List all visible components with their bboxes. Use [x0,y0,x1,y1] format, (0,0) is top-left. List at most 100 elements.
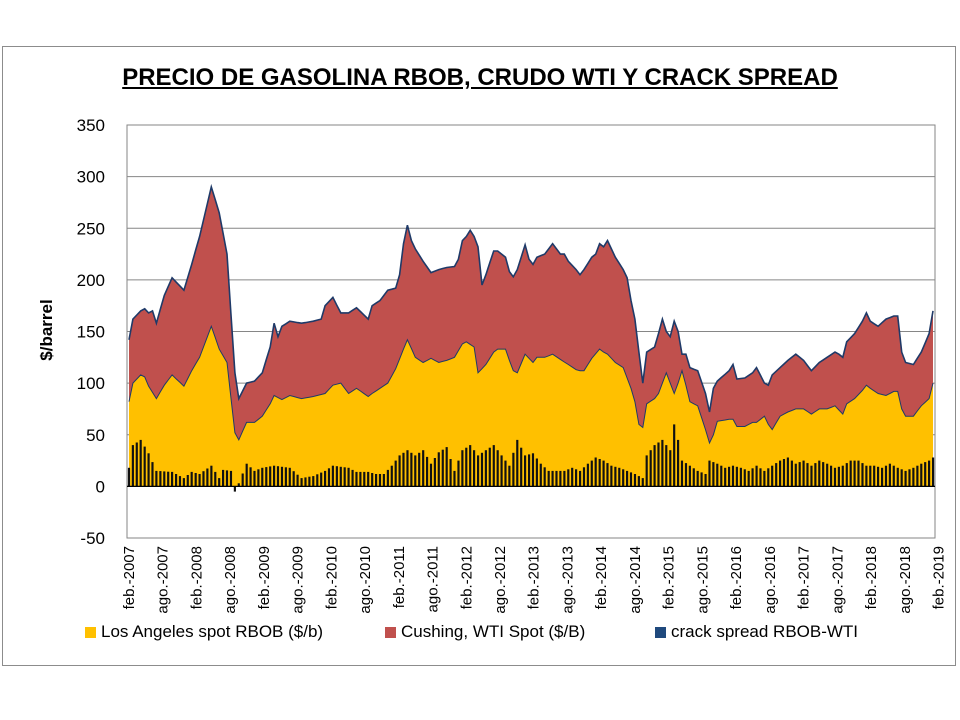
bar-crack-spread [775,463,778,487]
bar-crack-spread [873,465,876,487]
bar-crack-spread [649,450,652,487]
legend-item-crack: crack spread RBOB-WTI [655,622,858,642]
bar-crack-spread [539,463,542,487]
legend-swatch-rbob [85,626,96,638]
bar-crack-spread [633,474,637,487]
bar-crack-spread [445,447,448,487]
x-tick-label: feb.-2015 [661,546,678,609]
bar-crack-spread [273,465,276,487]
bar-crack-spread [845,463,848,487]
bar-crack-spread [594,457,597,487]
bar-crack-spread [535,458,538,487]
bar-crack-spread [747,470,750,487]
bar-crack-spread [222,469,225,487]
bar-crack-spread [359,471,362,487]
bar-crack-spread [724,467,727,487]
bar-crack-spread [159,471,162,487]
bar-crack-spread [249,467,252,487]
bar-crack-spread [245,463,248,487]
bar-crack-spread [418,452,421,487]
legend-label-rbob: Los Angeles spot RBOB ($/b) [101,622,324,641]
bar-crack-spread [453,470,456,487]
bar-crack-spread [147,453,150,487]
bar-crack-spread [779,460,782,487]
x-tick-label: ago.-2009 [290,546,307,614]
bar-crack-spread [214,471,217,487]
bar-crack-spread [422,450,425,487]
bar-crack-spread [586,463,589,487]
series-areas [128,183,934,487]
bar-crack-spread [767,468,770,487]
x-tick-label: feb.-2014 [593,546,610,609]
bar-crack-spread [900,469,903,487]
bar-crack-spread [814,463,817,487]
legend-label-wti: Cushing, WTI Spot ($/B) [401,622,586,641]
bar-crack-spread [641,478,644,487]
bar-crack-spread [171,471,174,487]
bar-crack-spread [406,450,409,487]
bar-crack-spread [798,462,801,487]
bar-crack-spread [731,465,735,487]
bar-crack-spread [830,465,833,487]
bar-crack-spread [449,459,452,487]
legend-item-rbob: Los Angeles spot RBOB ($/b) [85,622,323,642]
bar-crack-spread [276,466,280,487]
bar-crack-spread [320,472,323,487]
bar-crack-spread [488,447,491,487]
bar-crack-spread [367,471,370,487]
bar-crack-spread [908,469,911,487]
bar-crack-spread [794,463,797,487]
bar-crack-spread [477,455,480,487]
legend-label-crack: crack spread RBOB-WTI [671,622,859,641]
bar-crack-spread [555,470,558,487]
bar-crack-spread [716,463,719,487]
bar-crack-spread [288,467,291,487]
bar-crack-spread [206,468,209,487]
bar-crack-spread [139,439,142,487]
bar-crack-spread [826,463,829,487]
bar-crack-spread [253,470,256,487]
bar-crack-spread [371,473,374,487]
bar-crack-spread [833,467,837,487]
bar-crack-spread [818,460,821,487]
bar-crack-spread [661,439,664,487]
bar-crack-spread [853,460,856,487]
x-tick-label: feb.-2011 [391,546,408,608]
bar-crack-spread [865,465,868,487]
bar-crack-spread [622,469,625,487]
bar-crack-spread [618,467,621,487]
bar-crack-spread [598,459,601,487]
bar-crack-spread [351,469,354,487]
bar-crack-spread [386,469,389,487]
bar-crack-spread [135,442,138,487]
bar-crack-spread [531,453,535,487]
x-tick-label: feb.-2012 [458,546,475,609]
y-tick-label: 300 [77,168,105,187]
bar-crack-spread [394,460,397,487]
bar-crack-spread [924,462,927,487]
bar-crack-spread [316,474,319,487]
bar-crack-spread [269,466,272,487]
chart-frame [2,46,956,666]
bar-crack-spread [163,471,166,487]
bar-crack-spread [480,452,484,487]
bar-crack-spread [743,469,746,487]
bar-crack-spread [520,447,523,487]
bar-crack-spread [920,463,923,487]
bar-crack-spread [884,465,888,487]
bar-crack-spread [751,468,754,487]
bar-crack-spread [225,470,229,487]
bar-crack-spread [500,455,503,487]
bar-crack-spread [308,476,311,487]
bar-crack-spread [708,460,711,487]
bar-crack-spread [720,465,723,487]
bar-crack-spread [841,465,844,487]
y-tick-label: 50 [86,426,105,445]
bar-crack-spread [441,449,444,487]
bar-crack-spread [190,471,193,487]
bar-crack-spread [728,466,731,487]
bar-crack-spread [331,465,334,487]
bar-crack-spread [198,474,201,487]
bar-crack-spread [610,465,613,487]
bar-crack-spread [292,471,295,487]
